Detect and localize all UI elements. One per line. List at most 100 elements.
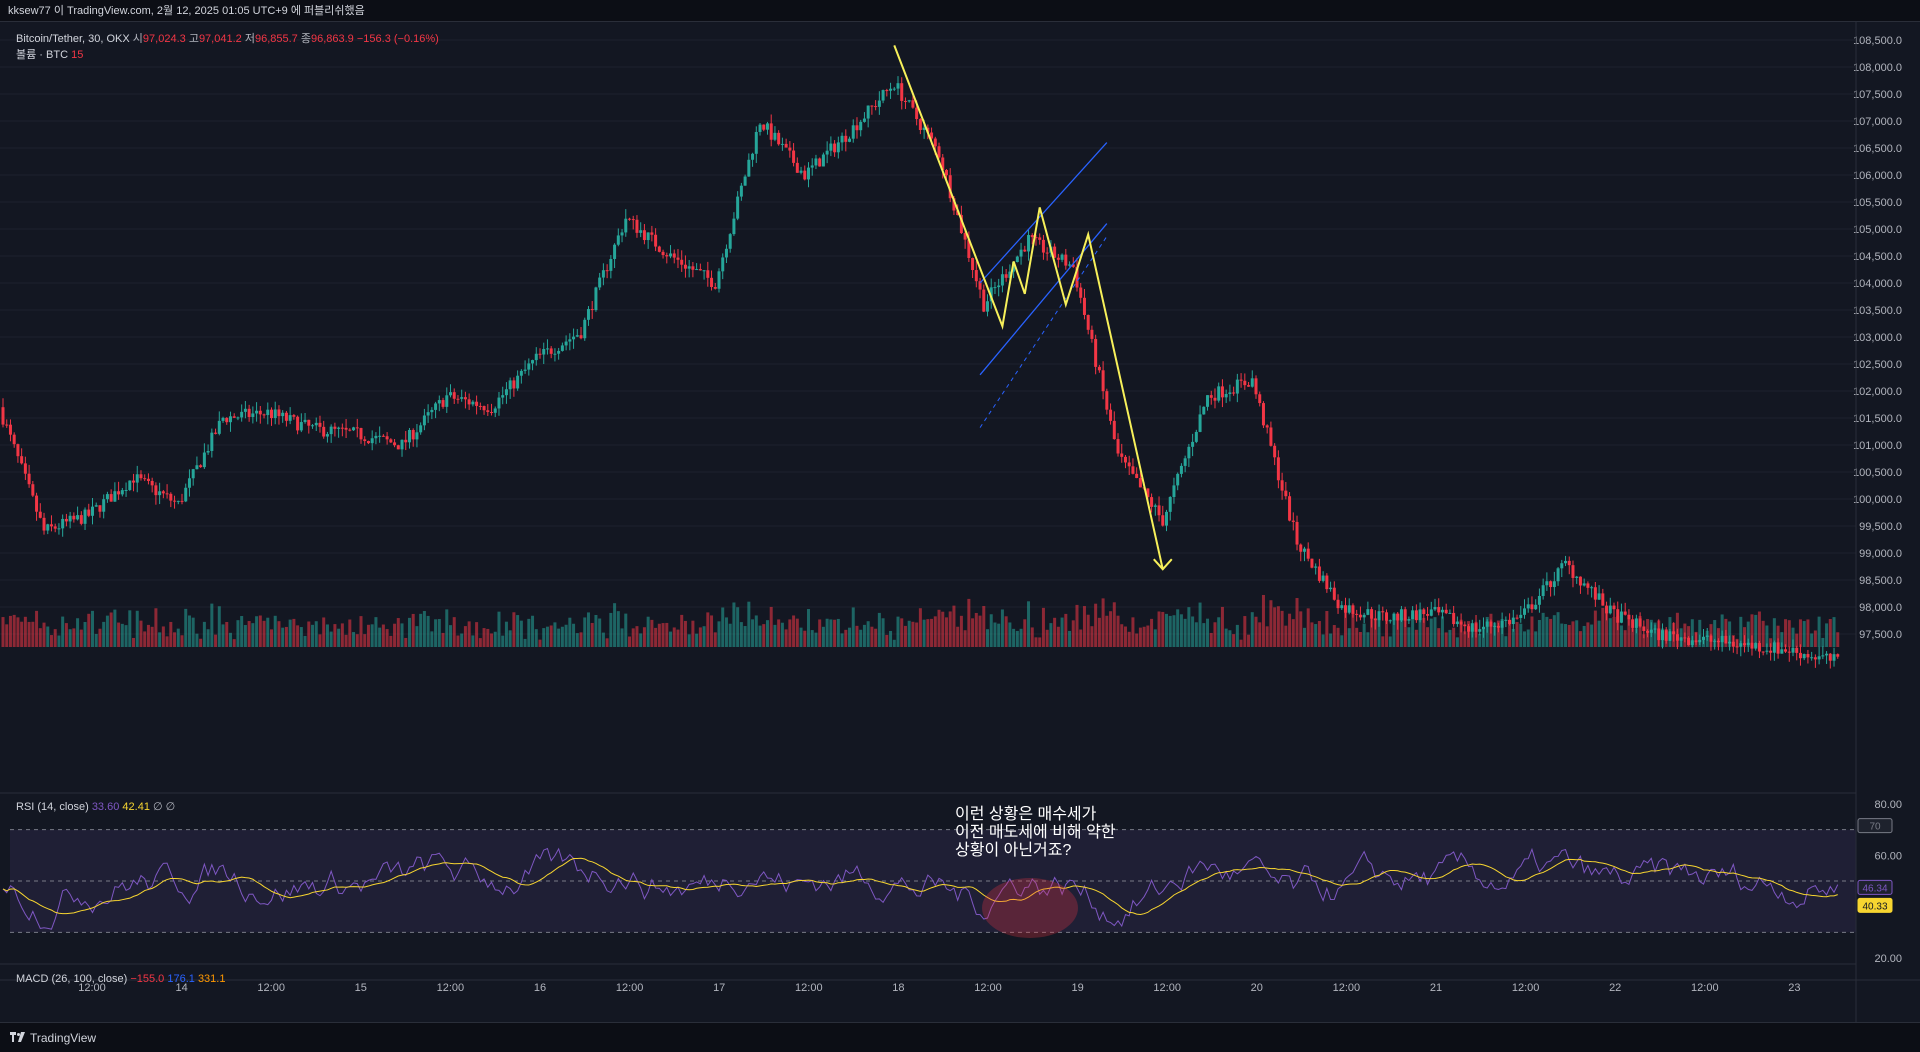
candle-body: [1586, 583, 1590, 588]
price-tick-label: 102,000.0: [1853, 386, 1902, 398]
volume-bar: [721, 607, 725, 647]
candle-body: [1317, 566, 1321, 581]
candle-body: [1597, 593, 1601, 600]
volume-bar: [557, 628, 561, 647]
candle-body: [53, 526, 57, 529]
volume-bar: [903, 625, 907, 647]
volume-bar: [191, 617, 195, 647]
candle-body: [1426, 614, 1430, 616]
channel-mid-line: [979, 236, 1108, 428]
candle-body: [1004, 274, 1008, 278]
symbol-legend[interactable]: Bitcoin/Tether, 30, OKX 시97,024.3 고97,04…: [16, 30, 439, 46]
candle-body: [1672, 631, 1676, 635]
volume-bar: [1746, 621, 1750, 647]
macd-label: MACD (26, 100, close): [16, 973, 128, 985]
volume-bar: [1161, 611, 1165, 647]
volume-bar: [1504, 636, 1508, 647]
candle-body: [1194, 431, 1198, 442]
volume-bar: [698, 627, 702, 647]
volume-bar: [829, 619, 833, 647]
volume-bar: [1381, 636, 1385, 647]
time-axis[interactable]: 12:00 14 12:00 15 12:00 16 12:00 17 12:00 18 12:00…: [0, 979, 1920, 994]
volume-bar: [635, 626, 639, 647]
volume-bar: [228, 632, 232, 647]
channel-drawing[interactable]: [979, 142, 1108, 428]
volume-bar: [1202, 623, 1206, 647]
candle-body: [1377, 611, 1381, 621]
candle-body: [542, 349, 546, 355]
candle-body: [1373, 618, 1377, 621]
volume-bar: [1411, 614, 1415, 647]
candle-body: [1027, 235, 1031, 252]
candle-body: [1694, 640, 1698, 643]
volume-bar: [1217, 617, 1221, 647]
candle-body: [79, 515, 83, 524]
volume-bar: [859, 629, 863, 647]
candle-body: [1060, 254, 1064, 260]
candle-body: [1631, 619, 1635, 628]
volume-bar: [1757, 611, 1761, 647]
candle-body: [493, 408, 497, 413]
zigzag-drawing[interactable]: [893, 45, 1173, 571]
volume-bar: [1097, 617, 1101, 647]
rsi-ma-line: [2, 857, 1838, 915]
volume-bar: [1642, 634, 1646, 647]
text-annotation[interactable]: 이런 상황은 매수세가 이전 매도세에 비해 약한 상황이 아닌거죠?: [955, 806, 1116, 859]
volume-bar: [814, 632, 818, 647]
volume-bar: [1623, 630, 1627, 647]
volume-bar: [184, 608, 188, 647]
volume-bar: [23, 616, 27, 647]
candle-body: [523, 369, 527, 371]
candle-body: [1720, 635, 1724, 643]
volume-bar: [1519, 623, 1523, 647]
volume-bar: [463, 626, 467, 647]
candle-body: [967, 239, 971, 258]
volume-bar: [475, 622, 479, 647]
volume-bar: [49, 635, 53, 647]
candle-body: [1828, 653, 1832, 661]
price-chart[interactable]: 97,500.0 98,000.0 98,500.0 99,000.0 99,500.0…: [0, 22, 1920, 1022]
volume-bar: [553, 622, 557, 647]
candle-body: [1191, 441, 1195, 447]
volume-bar: [1041, 607, 1045, 647]
volume-bar: [1586, 622, 1590, 647]
candle-body: [572, 336, 576, 340]
volume-legend[interactable]: 볼륨 · BTC 15: [16, 46, 83, 62]
candle-body: [1459, 621, 1463, 625]
candle-body: [639, 230, 643, 233]
volume-bar: [1426, 627, 1430, 647]
volume-bar: [35, 610, 39, 647]
candle-body: [1787, 651, 1791, 653]
volume-bar: [542, 628, 546, 647]
low-value: 96,855.7: [254, 33, 298, 45]
time-tick-label: 14: [175, 982, 187, 994]
volume-bar: [1698, 619, 1702, 647]
volume-bar: [646, 616, 650, 647]
candle-body: [922, 127, 926, 130]
volume-bar: [620, 628, 624, 647]
time-tick-label: 12:00: [78, 982, 106, 994]
candle-body: [378, 435, 382, 437]
tradingview-brand[interactable]: TradingView: [10, 1031, 96, 1045]
volume-bar: [616, 611, 620, 647]
volume-bar: [1123, 626, 1127, 647]
candle-body: [1608, 605, 1612, 614]
candle-body: [1455, 621, 1459, 625]
candle-body: [221, 417, 225, 421]
macd-legend[interactable]: MACD (26, 100, close) −155.0 176.1 331.1: [16, 973, 225, 985]
volume-bar: [1321, 634, 1325, 647]
volume-bar: [1355, 627, 1359, 647]
candle-body: [881, 90, 885, 101]
candle-body: [706, 270, 710, 278]
price-axis[interactable]: 97,500.0 98,000.0 98,500.0 99,000.0 99,500.0…: [1853, 35, 1902, 641]
candle-body: [109, 494, 113, 502]
candle-body: [422, 415, 426, 426]
candle-body: [139, 474, 143, 479]
price-tick-label: 98,000.0: [1859, 602, 1902, 614]
rsi-legend[interactable]: RSI (14, close) 33.60 42.41 ∅ ∅: [16, 800, 175, 813]
rsi-pane[interactable]: 80.00 60.00 20.00 70 46.34 40.33: [2, 799, 1902, 965]
candle-body: [997, 285, 1001, 288]
candle-body: [795, 162, 799, 173]
volume-bar: [1004, 616, 1008, 647]
volume-bar: [1310, 622, 1314, 647]
